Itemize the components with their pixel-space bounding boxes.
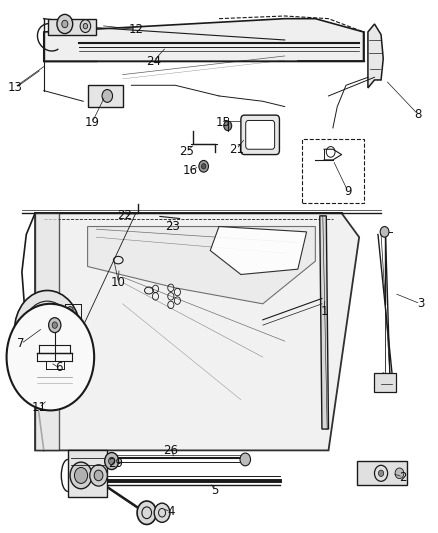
Circle shape — [57, 14, 73, 34]
Polygon shape — [35, 213, 359, 450]
Polygon shape — [210, 227, 307, 274]
Text: 11: 11 — [32, 401, 47, 414]
Text: 5: 5 — [211, 484, 218, 497]
Text: 21: 21 — [229, 143, 244, 156]
Text: 8: 8 — [415, 108, 422, 121]
Text: 24: 24 — [146, 55, 161, 68]
Text: 23: 23 — [166, 220, 180, 233]
Polygon shape — [368, 24, 383, 88]
Text: 3: 3 — [417, 297, 424, 310]
Circle shape — [199, 160, 208, 172]
Circle shape — [102, 90, 113, 102]
Polygon shape — [48, 19, 96, 35]
Circle shape — [39, 320, 56, 341]
Circle shape — [80, 20, 91, 33]
Text: 13: 13 — [8, 82, 23, 94]
FancyBboxPatch shape — [241, 115, 279, 155]
Polygon shape — [88, 227, 315, 304]
Text: 19: 19 — [85, 116, 99, 129]
Text: 1: 1 — [320, 305, 328, 318]
Circle shape — [109, 457, 115, 465]
Circle shape — [74, 467, 88, 483]
Circle shape — [224, 121, 232, 131]
Circle shape — [7, 304, 94, 410]
Circle shape — [42, 391, 54, 405]
Circle shape — [94, 470, 103, 481]
Polygon shape — [68, 450, 107, 497]
Polygon shape — [44, 19, 364, 61]
Text: 9: 9 — [344, 185, 352, 198]
Text: 29: 29 — [109, 457, 124, 470]
Circle shape — [395, 468, 404, 479]
Circle shape — [201, 164, 206, 169]
Bar — [302, 139, 364, 203]
Text: 10: 10 — [111, 276, 126, 289]
Circle shape — [137, 501, 156, 524]
Text: 6: 6 — [55, 361, 63, 374]
Polygon shape — [357, 461, 407, 485]
Circle shape — [74, 316, 80, 324]
Text: 16: 16 — [183, 164, 198, 177]
Circle shape — [70, 462, 92, 489]
Polygon shape — [35, 213, 59, 450]
Text: 15: 15 — [216, 116, 231, 129]
Text: 7: 7 — [17, 337, 25, 350]
Circle shape — [154, 503, 170, 522]
Polygon shape — [320, 216, 328, 429]
FancyBboxPatch shape — [246, 120, 275, 149]
Text: 12: 12 — [128, 23, 143, 36]
Circle shape — [240, 453, 251, 466]
Text: 4: 4 — [167, 505, 175, 518]
Circle shape — [62, 20, 68, 28]
Circle shape — [14, 290, 80, 370]
Polygon shape — [374, 373, 396, 392]
Circle shape — [49, 318, 61, 333]
Circle shape — [67, 306, 73, 314]
Polygon shape — [88, 85, 123, 107]
Text: 2: 2 — [399, 471, 407, 483]
Circle shape — [83, 23, 88, 29]
Circle shape — [378, 470, 384, 477]
Circle shape — [105, 453, 119, 470]
Circle shape — [380, 227, 389, 237]
Text: 26: 26 — [163, 444, 178, 457]
Circle shape — [90, 465, 107, 486]
Circle shape — [52, 322, 57, 328]
Text: 25: 25 — [179, 146, 194, 158]
Text: 22: 22 — [117, 209, 132, 222]
